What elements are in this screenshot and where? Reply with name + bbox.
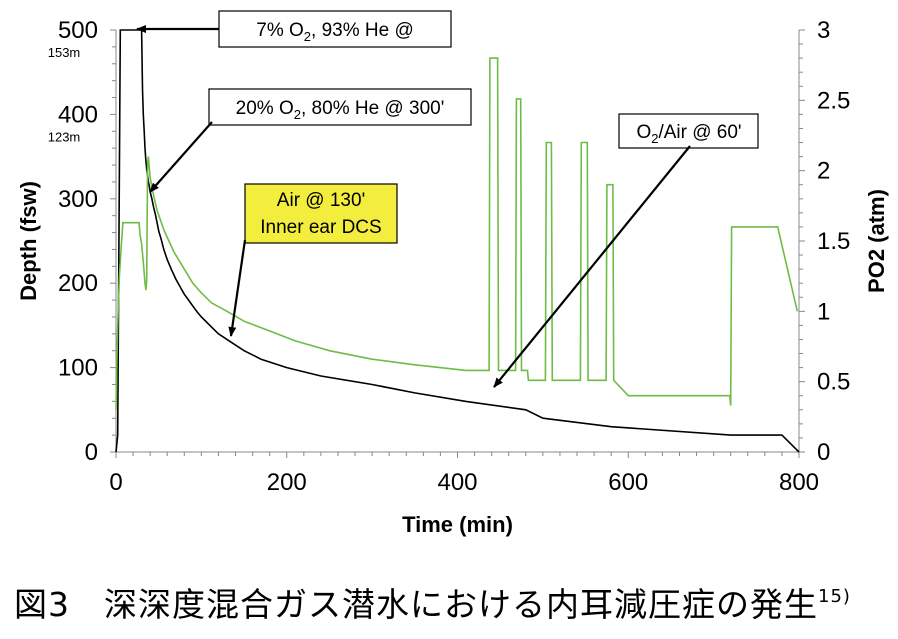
y-tick-label: 400: [58, 101, 98, 128]
y-tick-label: 0: [85, 439, 98, 466]
series-group: [115, 29, 800, 453]
depth-series-line: [115, 29, 800, 453]
y2-tick-label: 1.5: [817, 228, 850, 255]
annotation-label-part: 2: [294, 107, 301, 122]
annotations-group: 7% O2, 93% He @20% O2, 80% He @ 300'Air …: [136, 10, 759, 388]
y-tick-sublabel: 123m: [48, 129, 81, 144]
annotation-box: [244, 183, 398, 244]
x-axis-title: Time (min): [402, 512, 513, 537]
y-tick-label: 500: [58, 17, 98, 44]
axes: 0 200 400 600 800 0 100 200 300 400 500 0 0.5 1 1.5 2 2.…: [16, 17, 889, 537]
y-tick-label: 100: [58, 355, 98, 382]
annotation-arrow: [149, 121, 213, 193]
annotation-label-part: O: [636, 122, 651, 143]
x-tick-label: 200: [267, 469, 307, 496]
annotation-arrow: [493, 145, 691, 388]
caption-superscript: 15): [818, 586, 851, 607]
annotation-label-part: 20% O: [236, 98, 294, 119]
annotation-label-part: 2: [651, 131, 658, 146]
po2-series-line: [115, 57, 799, 410]
annotation-label-part: 7% O: [256, 20, 304, 41]
y-axis-title: Depth (fsw): [16, 181, 41, 301]
y2-tick-label: 2: [817, 158, 830, 185]
y-tick-label: 300: [58, 186, 98, 213]
x-tick-label: 0: [109, 469, 122, 496]
x-tick-label: 800: [779, 469, 819, 496]
annotation-label: Air @ 130': [277, 190, 365, 211]
annotation-label-part: , 80% He @ 300': [301, 98, 444, 119]
annotation-label-part: , 93% He @: [311, 20, 414, 41]
y-tick-label: 200: [58, 270, 98, 297]
y2-tick-label: 3: [817, 17, 830, 44]
annotation-label: 7% O2, 93% He @: [256, 20, 413, 44]
y2-tick-label: 0: [817, 439, 830, 466]
x-tick-label: 600: [608, 469, 648, 496]
annotation-label-part: 2: [304, 29, 311, 44]
x-tick-label: 400: [437, 469, 477, 496]
annotation-box: [618, 113, 759, 149]
annotation-label: O2/Air @ 60': [636, 122, 741, 146]
y2-tick-label: 0.5: [817, 369, 850, 396]
annotation-arrow: [228, 239, 247, 337]
y2-tick-label: 1: [817, 298, 830, 325]
figure-caption: 図3 深深度混合ガス潜水における内耳減圧症の発生15): [14, 578, 851, 626]
annotation-label-part: /Air @ 60': [658, 122, 741, 143]
annotation-label: 20% O2, 80% He @ 300': [236, 98, 445, 122]
caption-text: 図3 深深度混合ガス潜水における内耳減圧症の発生: [14, 585, 818, 624]
y-tick-sublabel: 153m: [48, 45, 81, 60]
annotation-label: Inner ear DCS: [260, 217, 381, 238]
annotation-label-part: Air @ 130': [277, 190, 365, 211]
annotation-label-part: Inner ear DCS: [260, 217, 381, 238]
y2-tick-label: 2.5: [817, 87, 850, 114]
annotation-box: [208, 88, 472, 126]
y2-axis-title: PO2 (atm): [864, 189, 889, 293]
